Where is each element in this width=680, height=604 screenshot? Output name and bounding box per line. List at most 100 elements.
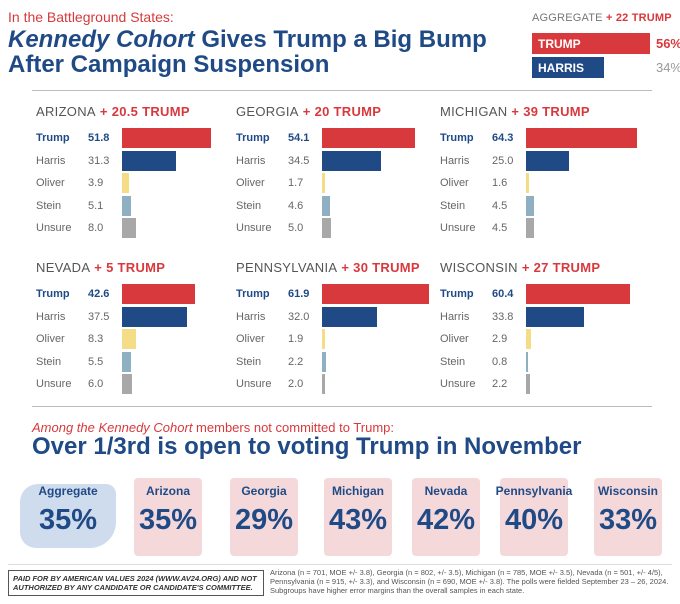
state-map-shape: [324, 478, 392, 556]
bar-oliver: [322, 329, 326, 349]
state-chart-wisconsin: WISCONSIN + 27 TRUMP Trump 60.4 Harris 33.8 Ol…: [440, 260, 640, 394]
state-map-shape: [594, 478, 662, 556]
title-emphasis: Kennedy Cohort: [8, 26, 195, 53]
tick-label: Unsure: [440, 222, 476, 234]
data-label: 4.5: [492, 222, 508, 234]
section-subtitle: Among the Kennedy Cohort members not com…: [32, 420, 394, 435]
bar-trump: [526, 284, 631, 304]
bar-row-trump: Trump 64.3: [440, 128, 640, 150]
tick-label: Oliver: [36, 177, 65, 189]
bar-row-unsure: Unsure 4.5: [440, 218, 640, 240]
bar-row-harris: Harris 32.0: [236, 306, 436, 329]
bar-row-harris: Harris 34.5: [236, 150, 436, 173]
aggregate-label: AGGREGATE + 22 TRUMP: [532, 12, 672, 24]
data-label: 42.6: [88, 288, 110, 300]
bar-row-oliver: Oliver 8.3: [36, 329, 236, 351]
bar-row-trump: Trump 60.4: [440, 284, 640, 306]
open-card-wisconsin: Wisconsin 33%: [580, 476, 676, 560]
bar-unsure: [122, 218, 136, 238]
card-percent: 42%: [416, 504, 476, 536]
data-label: 5.5: [88, 355, 104, 368]
divider-middle: [32, 406, 652, 407]
card-name: Wisconsin: [598, 484, 658, 498]
aggregate-harris-row: HARRIS 34%: [532, 57, 680, 78]
state-chart-georgia: GEORGIA + 20 TRUMP Trump 54.1 Harris 34.5 Oliv…: [236, 104, 436, 238]
tick-label: Trump: [440, 132, 474, 144]
state-chart-pennsylvania: PENNSYLVANIA + 30 TRUMP Trump 61.9 Harris 32.…: [236, 260, 436, 394]
card-name: Michigan: [331, 484, 384, 498]
data-label: 37.5: [88, 310, 110, 323]
card-name: Georgia: [241, 484, 287, 498]
open-card-arizona: Arizona 35%: [120, 476, 216, 560]
bar-row-oliver: Oliver 1.7: [236, 173, 436, 195]
card-name: Pennsylvania: [495, 484, 573, 498]
tick-label: Stein: [236, 355, 262, 368]
aggregate-trump-row: TRUMP 56%: [532, 33, 680, 54]
kicker-text: In the Battleground States:: [8, 9, 174, 25]
state-title: ARIZONA + 20.5 TRUMP: [36, 104, 236, 120]
bar-row-stein: Stein 5.1: [36, 195, 236, 218]
open-card-georgia: Georgia 29%: [216, 476, 312, 560]
tick-label: Oliver: [36, 333, 65, 345]
bar-harris: [526, 306, 585, 327]
bar-row-unsure: Unsure 8.0: [36, 218, 236, 240]
bar-trump: [322, 284, 429, 304]
state-name: ARIZONA: [36, 104, 96, 119]
bar-trump: [122, 284, 196, 304]
state-lead: + 30 TRUMP: [341, 260, 420, 275]
bar-oliver: [122, 173, 129, 193]
state-lead: + 20 TRUMP: [302, 104, 382, 119]
title-rest: Gives Trump a Big Bump After Campaign Su…: [8, 26, 487, 78]
bar-stein: [122, 195, 131, 216]
tick-label: Unsure: [236, 222, 272, 234]
state-title: WISCONSIN + 27 TRUMP: [440, 260, 640, 276]
bar-row-oliver: Oliver 2.9: [440, 329, 640, 351]
tick-label: Harris: [236, 310, 266, 323]
bar-unsure: [526, 374, 530, 394]
state-name: NEVADA: [36, 260, 91, 275]
data-label: 2.0: [288, 378, 304, 390]
bar-trump: [322, 128, 416, 148]
bar-row-trump: Trump 54.1: [236, 128, 436, 150]
card-percent: 33%: [598, 504, 658, 536]
paid-for-disclaimer: PAID FOR BY AMERICAN VALUES 2024 (WWW.AV…: [8, 570, 264, 596]
bar-oliver: [526, 329, 531, 349]
card-percent: 29%: [234, 504, 294, 536]
tick-label: Oliver: [236, 177, 265, 189]
tick-label: Oliver: [440, 333, 469, 345]
open-card-nevada: Nevada 42%: [398, 476, 494, 560]
tick-label: Stein: [36, 355, 62, 368]
tick-label: Stein: [440, 199, 466, 212]
bar-stein: [122, 351, 132, 372]
state-title: NEVADA + 5 TRUMP: [36, 260, 236, 276]
bar-row-trump: Trump 61.9: [236, 284, 436, 306]
data-label: 3.9: [88, 177, 104, 189]
open-card-michigan: Michigan 43%: [310, 476, 406, 560]
data-label: 1.6: [492, 177, 508, 189]
tick-label: Oliver: [236, 333, 265, 345]
bar-row-trump: Trump 42.6: [36, 284, 236, 306]
methodology-note: Arizona (n = 701, MOE +/- 3.8), Georgia …: [270, 568, 669, 595]
bar-row-stein: Stein 0.8: [440, 351, 640, 374]
state-name: PENNSYLVANIA: [236, 260, 338, 275]
bar-row-unsure: Unsure 5.0: [236, 218, 436, 240]
tick-label: Stein: [236, 199, 262, 212]
data-label: 0.8: [492, 355, 508, 368]
data-label: 2.2: [492, 378, 508, 390]
data-label: 1.9: [288, 333, 304, 345]
tick-label: Stein: [36, 199, 62, 212]
bar-harris: [122, 150, 176, 171]
state-map-shape: [230, 478, 298, 556]
bar-oliver: [526, 173, 529, 193]
bar-trump: [526, 128, 637, 148]
tick-label: Unsure: [440, 378, 476, 390]
data-label: 2.2: [288, 355, 304, 368]
bar-oliver: [322, 173, 325, 193]
page-title: Kennedy Cohort Gives Trump a Big Bump Af…: [8, 27, 508, 77]
bar-row-unsure: Unsure 2.0: [236, 374, 436, 396]
bar-unsure: [122, 374, 133, 394]
data-label: 60.4: [492, 288, 514, 300]
state-chart-arizona: ARIZONA + 20.5 TRUMP Trump 51.8 Harris 31.3 Ol…: [36, 104, 236, 238]
card-percent: 43%: [328, 504, 388, 536]
state-name: MICHIGAN: [440, 104, 508, 119]
